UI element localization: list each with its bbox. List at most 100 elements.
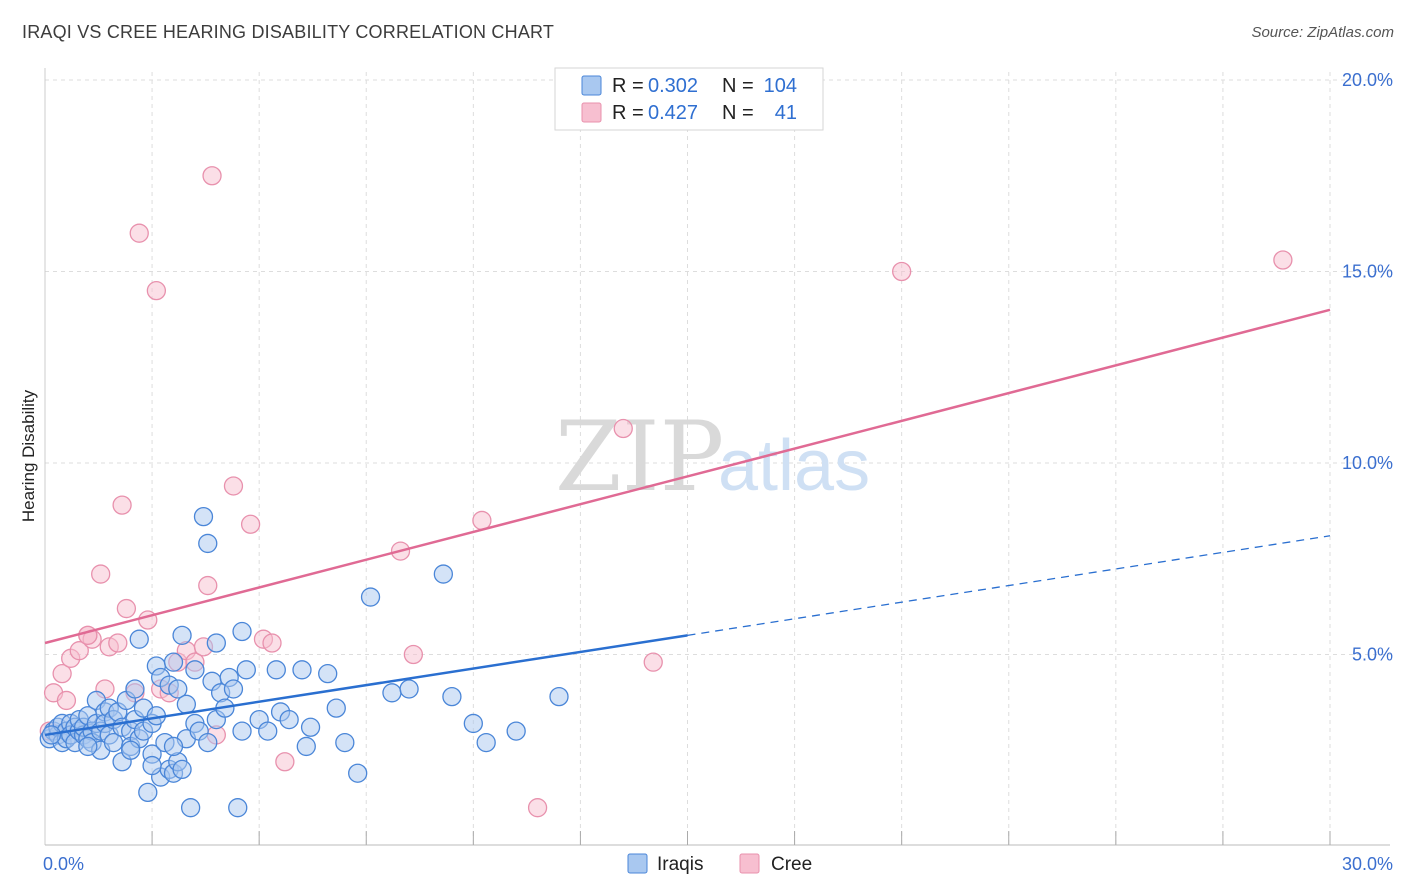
point-iraqis [549, 686, 569, 707]
point-iraqis [172, 625, 192, 645]
watermark-atlas: atlas [718, 426, 870, 506]
point-iraqis [121, 740, 141, 760]
point-iraqis [138, 782, 158, 803]
trend-extension-iraqis [687, 535, 1331, 636]
watermark: ZIP atlas [555, 401, 870, 513]
point-cree [1273, 250, 1293, 270]
point-cree [472, 510, 492, 531]
point-cree [198, 575, 218, 596]
point-iraqis [185, 660, 205, 680]
legend-r-value-cree: 0.427 [648, 102, 698, 124]
point-cree [403, 644, 424, 665]
point-cree [129, 223, 149, 243]
point-iraqis [506, 721, 526, 741]
point-iraqis [433, 564, 454, 584]
series-iraqis [39, 506, 569, 818]
point-iraqis [232, 621, 252, 642]
point-iraqis [168, 679, 188, 699]
legend-r-value-iraqis: 0.302 [648, 75, 698, 97]
y-tick-label: 20.0% [1342, 70, 1393, 90]
point-iraqis [258, 721, 278, 741]
legend-n-value-cree: 41 [775, 102, 797, 124]
legend-swatch-iraqis [581, 75, 602, 96]
legend-r-label-iraqis: R = [612, 75, 644, 97]
point-iraqis [360, 587, 381, 607]
x-tick-label: 0.0% [43, 854, 84, 874]
point-cree [91, 564, 111, 584]
point-cree [202, 166, 222, 186]
point-iraqis [232, 721, 252, 741]
y-tick-label: 5.0% [1352, 645, 1393, 665]
legend: R = 0.302 N = 104 R = 0.427 N = 41 [554, 67, 824, 131]
point-iraqis [442, 686, 462, 707]
source-label: Source: ZipAtlas.com [1251, 24, 1394, 41]
legend-n-label-cree: N = [722, 102, 754, 124]
point-iraqis [300, 717, 321, 737]
point-iraqis [193, 506, 214, 527]
point-iraqis [172, 759, 192, 780]
point-iraqis [348, 763, 368, 783]
point-iraqis [296, 736, 316, 757]
point-cree [240, 514, 261, 534]
legend-n-value-iraqis: 104 [764, 75, 797, 97]
tick-labels: 5.0% 10.0% 15.0% 20.0% 0.0% 30.0% [43, 70, 1393, 874]
point-iraqis [223, 679, 244, 699]
point-cree [262, 633, 282, 653]
grid-layer [45, 72, 1392, 845]
point-cree [892, 261, 912, 282]
point-iraqis [326, 698, 346, 718]
axes-layer [44, 68, 1390, 846]
point-iraqis [228, 798, 248, 818]
bottom-legend-cree: Cree [771, 854, 812, 875]
bottom-legend-iraqis: Iraqis [657, 854, 703, 875]
point-iraqis [463, 713, 483, 734]
point-iraqis [382, 683, 402, 703]
point-iraqis [163, 736, 184, 757]
point-cree [223, 476, 244, 496]
point-cree [52, 664, 72, 684]
trend-line-iraqis [44, 634, 688, 737]
point-iraqis [236, 660, 256, 680]
point-iraqis [318, 664, 338, 684]
point-cree [116, 598, 137, 619]
y-tick-label: 15.0% [1342, 262, 1393, 282]
point-iraqis [206, 633, 226, 653]
points-layer [39, 166, 1293, 818]
point-iraqis [335, 732, 355, 753]
point-iraqis [198, 533, 218, 554]
point-cree [56, 690, 77, 711]
y-tick-label: 10.0% [1342, 453, 1393, 473]
point-cree [108, 633, 128, 653]
point-cree [275, 752, 295, 772]
point-cree [643, 652, 663, 672]
trend-line-cree [44, 308, 1331, 645]
point-cree [146, 280, 167, 301]
watermark-zip: ZIP [555, 401, 724, 513]
legend-n-label-iraqis: N = [722, 75, 754, 97]
point-iraqis [279, 709, 299, 730]
legend-r-label-cree: R = [612, 102, 644, 124]
point-iraqis [180, 798, 201, 818]
point-iraqis [476, 732, 496, 753]
point-iraqis [292, 660, 312, 680]
point-iraqis [266, 660, 286, 680]
point-iraqis [125, 679, 145, 699]
bottom-legend-swatch-cree [739, 853, 760, 874]
point-iraqis [176, 694, 197, 714]
point-iraqis [129, 629, 149, 649]
point-cree [613, 418, 633, 439]
chart-title: IRAQI VS CREE HEARING DISABILITY CORRELA… [22, 22, 555, 42]
point-iraqis [78, 736, 98, 757]
point-cree [69, 641, 89, 661]
point-iraqis [142, 755, 162, 776]
point-iraqis [198, 732, 218, 753]
y-axis-label: Hearing Disability [19, 389, 38, 522]
legend-swatch-cree [581, 102, 602, 123]
bottom-legend-swatch-iraqis [627, 853, 648, 874]
point-iraqis [399, 679, 419, 699]
bottom-legend: Iraqis Cree [627, 853, 812, 875]
point-cree [527, 798, 548, 818]
point-iraqis [163, 652, 184, 672]
x-tick-label: 30.0% [1342, 854, 1393, 874]
